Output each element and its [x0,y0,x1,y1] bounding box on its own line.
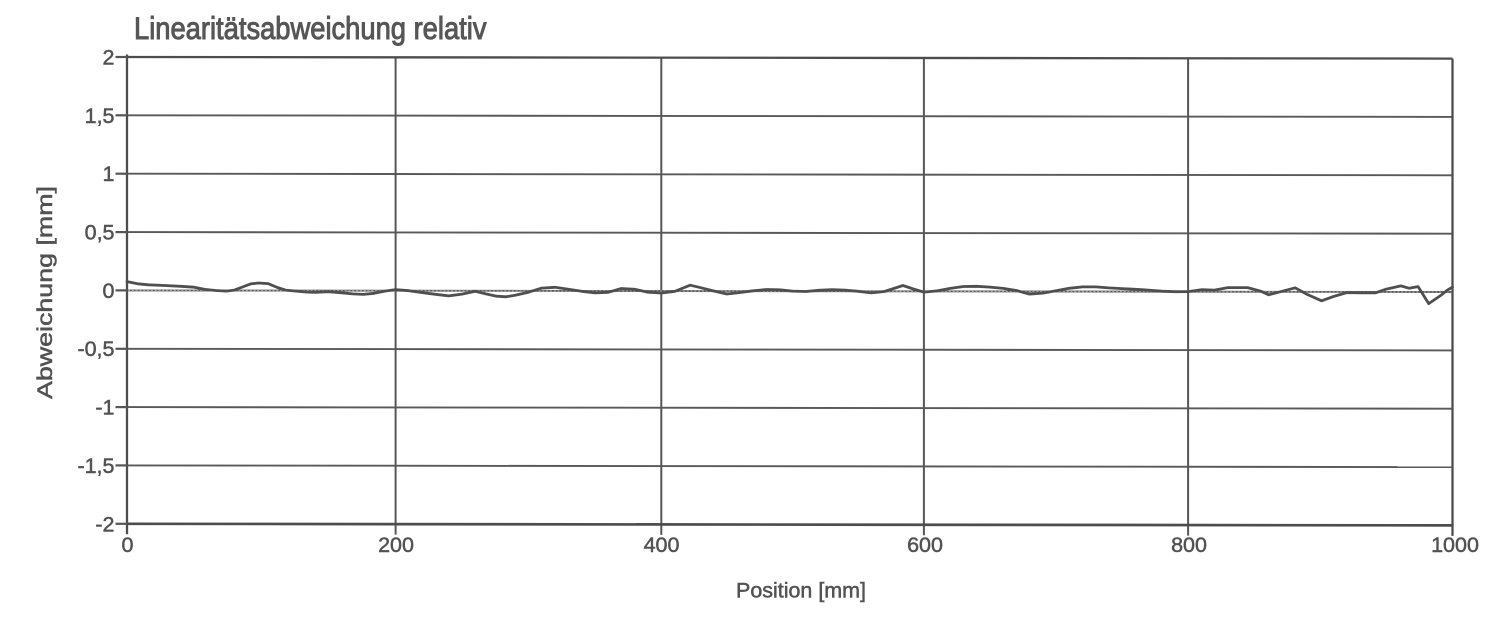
svg-text:0: 0 [122,533,134,557]
svg-text:Position [mm]: Position [mm] [736,579,866,603]
svg-text:1: 1 [103,162,115,186]
svg-text:800: 800 [1171,533,1207,557]
svg-text:2: 2 [103,46,115,70]
svg-text:200: 200 [378,533,414,557]
svg-text:0: 0 [103,279,115,303]
svg-text:-2: -2 [95,512,114,536]
svg-text:400: 400 [644,533,680,557]
svg-text:-1,5: -1,5 [77,454,114,478]
svg-text:Abweichung [mm]: Abweichung [mm] [33,186,57,399]
svg-text:-1: -1 [95,396,114,420]
svg-text:-0,5: -0,5 [77,337,114,361]
svg-text:600: 600 [907,533,943,557]
svg-text:0,5: 0,5 [85,221,115,245]
svg-text:1000: 1000 [1431,533,1479,557]
svg-text:Linearitätsabweichung relativ: Linearitätsabweichung relativ [134,10,487,46]
svg-text:1,5: 1,5 [85,104,115,128]
